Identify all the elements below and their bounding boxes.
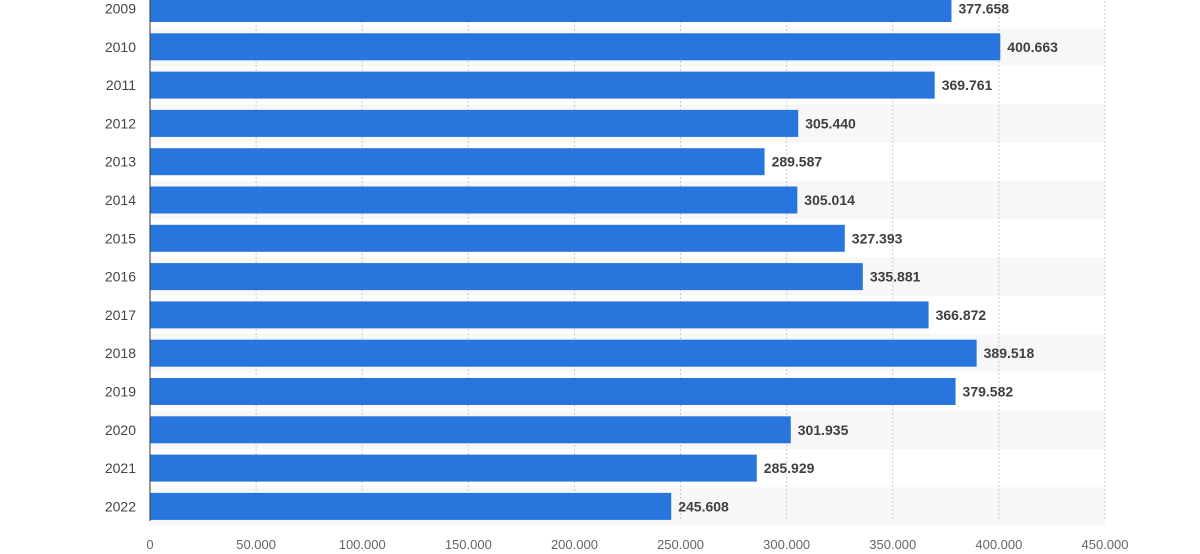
category-label: 2014 [105,192,136,208]
category-label: 2018 [105,345,136,361]
data-label: 305.014 [804,192,855,208]
category-label: 2013 [105,154,136,170]
bars [150,0,1001,520]
bar-2011 [150,71,935,99]
category-label: 2011 [106,77,136,93]
bar-2022 [150,492,672,520]
data-label: 301.935 [798,422,849,438]
bar-2021 [150,454,757,482]
x-tick-label: 150.000 [445,537,492,552]
x-tick-label: 0 [146,537,153,552]
data-label: 289.587 [772,154,823,170]
bar-2019 [150,378,956,405]
x-tick-label: 250.000 [657,537,704,552]
x-tick-label: 200.000 [551,537,598,552]
x-tick-label: 100.000 [339,537,386,552]
category-label: 2020 [105,422,136,438]
category-label: 2016 [105,269,136,285]
data-label: 369.761 [942,77,993,93]
x-tick-label: 300.000 [763,537,810,552]
category-label: 2022 [105,498,136,514]
bar-2009 [150,0,952,22]
data-label: 335.881 [870,269,921,285]
bar-2020 [150,416,791,444]
bar-2012 [150,109,799,137]
data-label: 400.663 [1007,39,1058,55]
data-label: 389.518 [984,345,1035,361]
x-tick-label: 400.000 [975,537,1022,552]
data-label: 327.393 [852,230,903,246]
x-tick-label: 350.000 [869,537,916,552]
data-label: 245.608 [678,498,729,514]
data-label: 305.440 [805,115,856,131]
data-label: 377.658 [958,1,1009,17]
category-labels: 2009 2010 2011 2012 2013 2014 2015 2016 2017 2018… [105,1,136,515]
category-label: 2015 [105,230,136,246]
bar-2010 [150,33,1001,61]
bar-2014 [150,186,798,214]
bar-2018 [150,339,977,367]
bar-2013 [150,148,765,176]
x-tick-label: 450.000 [1082,537,1129,552]
bar-2016 [150,263,863,291]
data-label: 285.929 [764,460,815,476]
x-tick-label: 50.000 [236,537,276,552]
data-label: 366.872 [936,307,987,323]
x-axis-tick-labels: 0 50.000 100.000 150.000 200.000 250.000 300.0… [146,537,1128,552]
bar-2015 [150,224,845,252]
category-label: 2019 [105,384,136,400]
bar-2017 [150,301,929,329]
category-label: 2010 [105,39,136,55]
category-label: 2009 [105,1,136,17]
data-labels: 377.658 400.663 369.761 305.440 289.587 305.0… [678,1,1058,515]
category-label: 2012 [105,115,136,131]
data-label: 379.582 [963,384,1014,400]
category-label: 2021 [105,460,136,476]
category-label: 2017 [105,307,136,323]
